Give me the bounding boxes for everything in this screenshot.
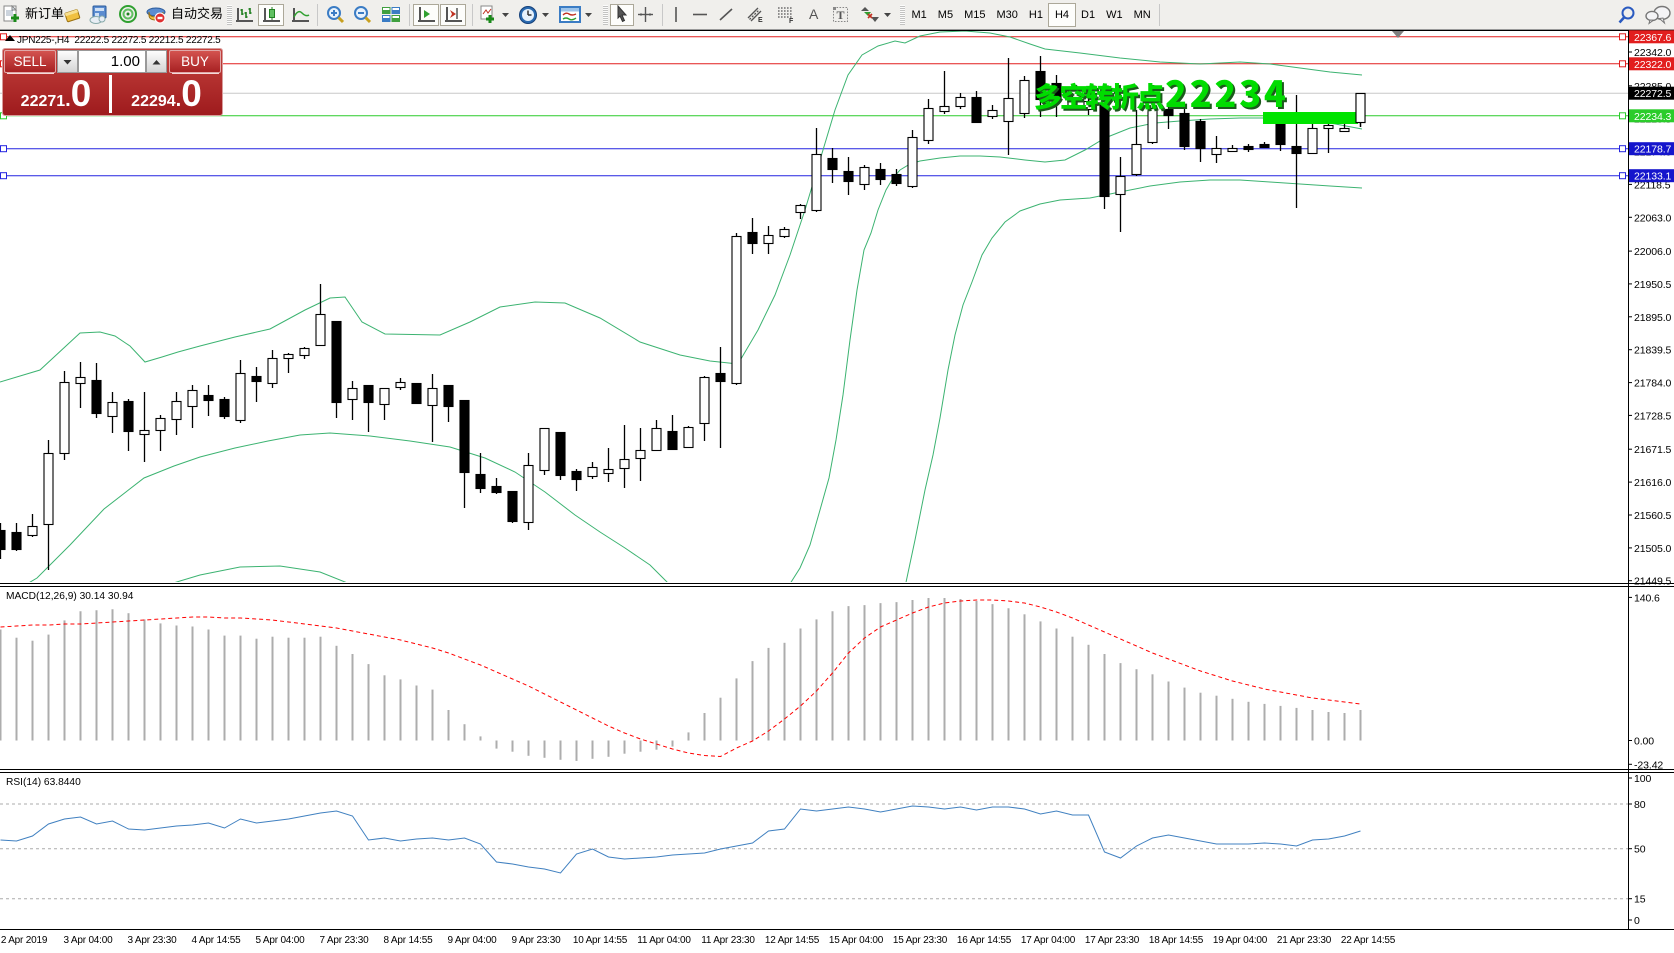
svg-text:18 Apr 14:55: 18 Apr 14:55 bbox=[1149, 935, 1204, 946]
svg-text:22 Apr 14:55: 22 Apr 14:55 bbox=[1341, 935, 1396, 946]
svg-text:9 Apr 04:00: 9 Apr 04:00 bbox=[448, 935, 498, 946]
svg-text:11 Apr 04:00: 11 Apr 04:00 bbox=[637, 935, 691, 946]
svg-text:21449.5: 21449.5 bbox=[1634, 576, 1672, 588]
svg-text:21560.5: 21560.5 bbox=[1634, 510, 1672, 522]
svg-text:5 Apr 04:00: 5 Apr 04:00 bbox=[256, 935, 306, 946]
svg-text:3 Apr 04:00: 3 Apr 04:00 bbox=[64, 935, 114, 946]
svg-text:4 Apr 14:55: 4 Apr 14:55 bbox=[192, 935, 242, 946]
svg-text:22322.0: 22322.0 bbox=[1634, 59, 1672, 71]
svg-text:21728.5: 21728.5 bbox=[1634, 410, 1672, 422]
svg-text:-23.42: -23.42 bbox=[1634, 759, 1663, 771]
svg-text:JPN225-,H4 22222.5 22272.5 22: JPN225-,H4 22222.5 22272.5 22212.5 22272… bbox=[17, 35, 221, 46]
svg-text:T: T bbox=[837, 8, 845, 22]
svg-text:0.00: 0.00 bbox=[1634, 736, 1654, 748]
svg-text:10 Apr 14:55: 10 Apr 14:55 bbox=[573, 935, 628, 946]
svg-text:15 Apr 23:30: 15 Apr 23:30 bbox=[893, 935, 948, 946]
svg-text:21950.5: 21950.5 bbox=[1634, 279, 1672, 291]
svg-text:15 Apr 04:00: 15 Apr 04:00 bbox=[829, 935, 884, 946]
svg-text:22133.1: 22133.1 bbox=[1634, 171, 1672, 183]
svg-text:22006.0: 22006.0 bbox=[1634, 246, 1672, 258]
svg-text:17 Apr 04:00: 17 Apr 04:00 bbox=[1021, 935, 1076, 946]
svg-text:22063.0: 22063.0 bbox=[1634, 212, 1672, 224]
svg-text:21895.0: 21895.0 bbox=[1634, 312, 1672, 324]
svg-text:80: 80 bbox=[1634, 799, 1646, 811]
svg-text:21784.0: 21784.0 bbox=[1634, 378, 1672, 390]
svg-text:21616.0: 21616.0 bbox=[1634, 477, 1672, 489]
svg-text:140.6: 140.6 bbox=[1634, 592, 1660, 604]
svg-text:9 Apr 23:30: 9 Apr 23:30 bbox=[512, 935, 562, 946]
svg-text:12 Apr 14:55: 12 Apr 14:55 bbox=[765, 935, 820, 946]
svg-text:8 Apr 14:55: 8 Apr 14:55 bbox=[384, 935, 434, 946]
svg-text:F: F bbox=[789, 18, 794, 24]
svg-text:16 Apr 14:55: 16 Apr 14:55 bbox=[957, 935, 1012, 946]
svg-text:21671.5: 21671.5 bbox=[1634, 444, 1672, 456]
svg-text:A: A bbox=[809, 6, 819, 22]
svg-text:2 Apr 2019: 2 Apr 2019 bbox=[1, 935, 48, 946]
svg-text:RSI(14) 63.8440: RSI(14) 63.8440 bbox=[6, 777, 81, 788]
svg-text:22178.7: 22178.7 bbox=[1634, 144, 1672, 156]
svg-text:100: 100 bbox=[1634, 773, 1651, 785]
svg-text:22342.0: 22342.0 bbox=[1634, 47, 1672, 59]
svg-text:11 Apr 23:30: 11 Apr 23:30 bbox=[701, 935, 755, 946]
svg-text:E: E bbox=[758, 17, 763, 24]
svg-text:17 Apr 23:30: 17 Apr 23:30 bbox=[1085, 935, 1140, 946]
svg-text:3 Apr 23:30: 3 Apr 23:30 bbox=[128, 935, 178, 946]
svg-text:22118.5: 22118.5 bbox=[1634, 179, 1671, 191]
svg-text:22367.6: 22367.6 bbox=[1634, 32, 1672, 44]
svg-text:21839.5: 21839.5 bbox=[1634, 345, 1672, 357]
svg-text:22234.3: 22234.3 bbox=[1634, 111, 1672, 123]
svg-text:21505.0: 21505.0 bbox=[1634, 543, 1672, 555]
svg-text:21 Apr 23:30: 21 Apr 23:30 bbox=[1277, 935, 1332, 946]
svg-text:19 Apr 04:00: 19 Apr 04:00 bbox=[1213, 935, 1268, 946]
svg-text:22272.5: 22272.5 bbox=[1634, 88, 1672, 100]
svg-text:0: 0 bbox=[1634, 915, 1640, 927]
svg-text:7 Apr 23:30: 7 Apr 23:30 bbox=[320, 935, 370, 946]
svg-text:MACD(12,26,9) 30.14 30.94: MACD(12,26,9) 30.14 30.94 bbox=[6, 591, 134, 602]
svg-text:50: 50 bbox=[1634, 844, 1646, 856]
svg-text:15: 15 bbox=[1634, 894, 1646, 906]
